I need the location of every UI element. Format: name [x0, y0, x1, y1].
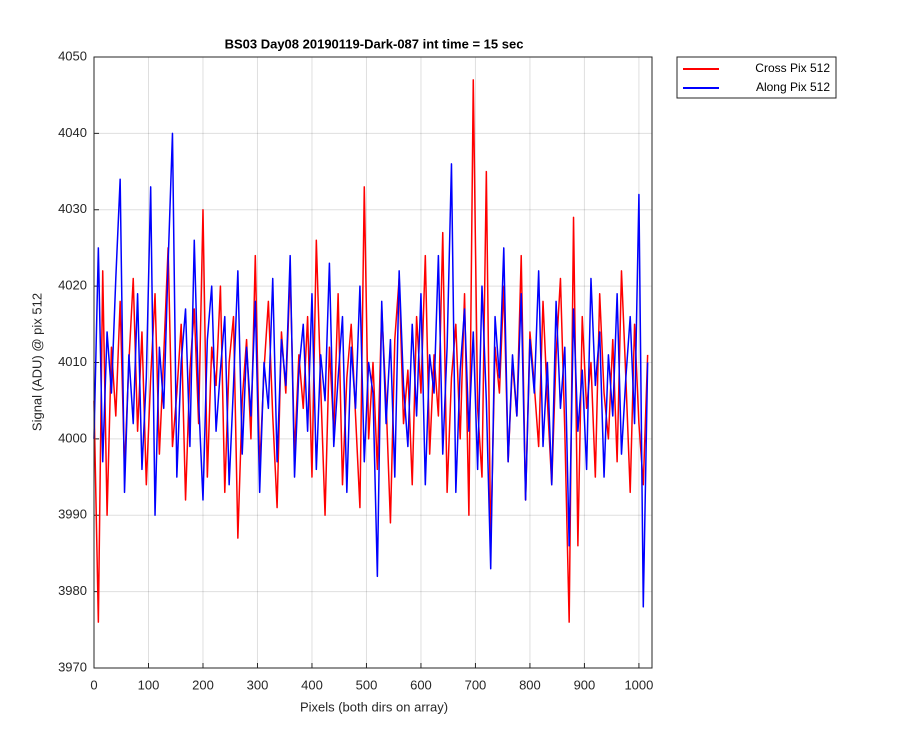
y-tick-label: 4040 [58, 125, 87, 140]
legend-label: Cross Pix 512 [755, 61, 830, 75]
x-tick-label: 800 [519, 677, 541, 692]
x-tick-label: 500 [356, 677, 378, 692]
y-tick-label: 4050 [58, 48, 87, 63]
y-tick-label: 3990 [58, 507, 87, 522]
x-tick-label: 100 [138, 677, 160, 692]
y-tick-label: 4010 [58, 354, 87, 369]
x-tick-label: 300 [247, 677, 269, 692]
y-axis-label: Signal (ADU) @ pix 512 [29, 293, 44, 431]
x-tick-label: 200 [192, 677, 214, 692]
series-line [93, 79, 649, 623]
y-tick-label: 4000 [58, 430, 87, 445]
x-tick-label: 600 [410, 677, 432, 692]
x-tick-label: 400 [301, 677, 323, 692]
axes-box [93, 56, 653, 669]
x-tick-label: 0 [90, 677, 97, 692]
chart-title: BS03 Day08 20190119-Dark-087 int time = … [225, 36, 524, 51]
series-line [93, 132, 649, 608]
x-tick-label: 1000 [624, 677, 653, 692]
y-tick-label: 4020 [58, 278, 87, 293]
y-tick-label: 4030 [58, 201, 87, 216]
x-tick-label: 700 [465, 677, 487, 692]
x-tick-label: 900 [574, 677, 596, 692]
legend-label: Along Pix 512 [756, 80, 830, 94]
legend-box [676, 56, 837, 99]
y-tick-label: 3980 [58, 583, 87, 598]
y-tick-label: 3970 [58, 659, 87, 674]
x-axis-label: Pixels (both dirs on array) [300, 699, 448, 714]
